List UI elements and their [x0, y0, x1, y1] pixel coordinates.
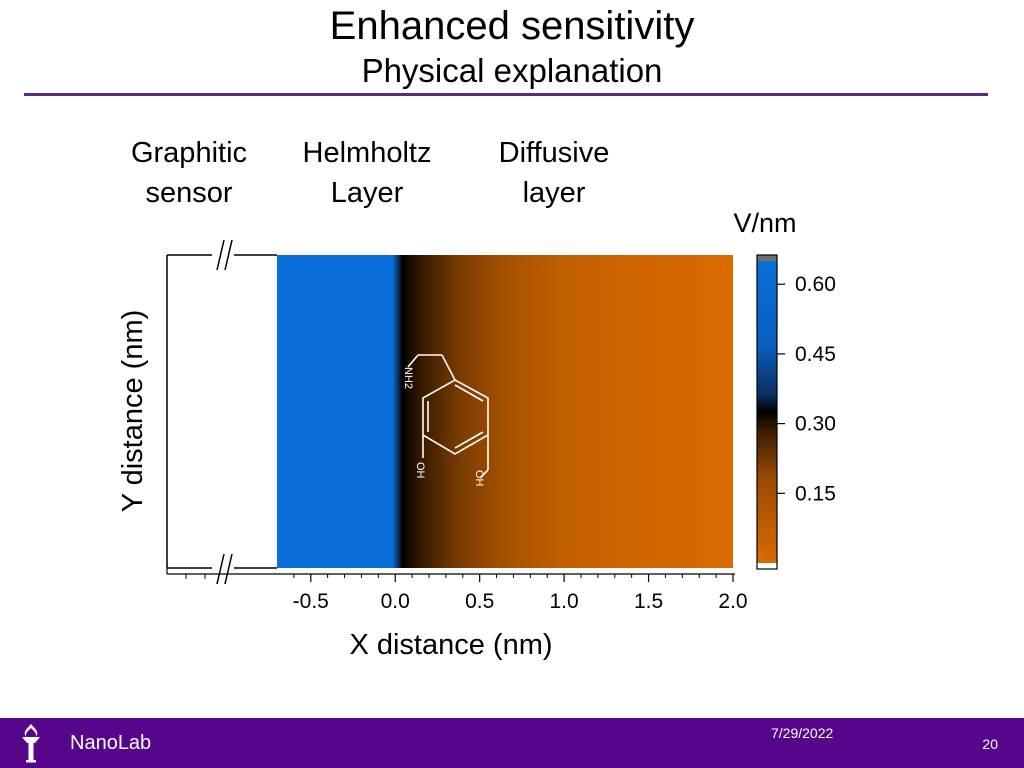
- title-divider: [24, 93, 988, 96]
- field-heatmap-chart: NH2 OH OH -0.5 0.0 0.5 1.0 1.5 2.0 X distance…: [117, 208, 836, 661]
- dopamine-molecule: [407, 354, 489, 479]
- region-label-helmholtz-layer: Helmholtz Layer: [282, 133, 452, 213]
- colorbar-gradient-bar: [757, 261, 777, 563]
- region-label-line: layer: [522, 177, 586, 209]
- footer-brand: NanoLab: [70, 732, 152, 754]
- region-label-graphitic-sensor: Graphitic sensor: [104, 133, 274, 213]
- torch-logo-icon: [22, 724, 40, 763]
- molecule-amine-label: NH2: [402, 367, 414, 389]
- molecule-hydroxyl-label-1: OH: [414, 462, 426, 479]
- region-label-diffusive-layer: Diffusive layer: [469, 133, 639, 213]
- x-axis-label: X distance (nm): [349, 629, 552, 661]
- axis-break-top: [212, 238, 234, 272]
- x-tick-label: 1.0: [550, 590, 579, 613]
- slide-title: Enhanced sensitivity: [329, 4, 695, 48]
- molecule-hydroxyl-label-2: OH: [473, 470, 485, 487]
- colorbar-overflow-cap: [757, 255, 777, 261]
- colorbar-tick-label: 0.15: [795, 482, 836, 505]
- colorbar-ticks: 0.60 0.45 0.30 0.15: [777, 273, 836, 505]
- region-label-line: sensor: [145, 177, 233, 209]
- x-tick-label: 0.0: [381, 590, 410, 613]
- x-tick-label: -0.5: [293, 590, 329, 613]
- x-tick-label: 1.5: [634, 590, 663, 613]
- colorbar-label: V/nm: [733, 208, 796, 238]
- slide-subtitle: Physical explanation: [361, 52, 663, 89]
- footer-bar: NanoLab 7/29/2022 20: [0, 718, 1024, 768]
- axis-break-bottom: [212, 552, 234, 586]
- field-heatmap: [277, 255, 733, 568]
- x-tick-label: 0.5: [465, 590, 494, 613]
- sensor-region: [167, 255, 277, 568]
- slide-number: 20: [982, 736, 998, 752]
- colorbar-frame: [756, 254, 778, 570]
- region-label-line: Graphitic: [130, 137, 248, 169]
- colorbar-tick-label: 0.60: [795, 273, 836, 296]
- y-axis-label: Y distance (nm): [117, 310, 149, 513]
- region-label-line: Helmholtz: [302, 137, 432, 169]
- colorbar-tick-label: 0.45: [795, 343, 836, 366]
- x-axis-ticks: -0.5 0.0 0.5 1.0 1.5 2.0: [185, 574, 748, 613]
- region-label-line: Diffusive: [498, 137, 610, 169]
- region-label-line: Layer: [330, 177, 404, 209]
- colorbar-tick-label: 0.30: [795, 413, 836, 436]
- x-tick-label: 2.0: [718, 590, 747, 613]
- colorbar-underflow-cap: [757, 563, 777, 569]
- footer-date: 7/29/2022: [771, 725, 834, 741]
